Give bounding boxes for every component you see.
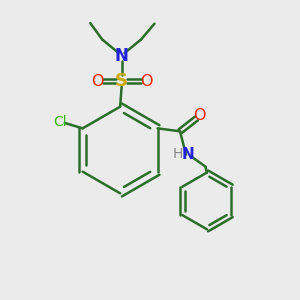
Text: S: S [115, 72, 128, 90]
Text: N: N [115, 47, 129, 65]
Text: H: H [173, 147, 183, 161]
Text: Cl: Cl [53, 116, 67, 129]
Text: O: O [140, 74, 152, 89]
Text: N: N [182, 146, 195, 161]
Text: O: O [91, 74, 103, 89]
Text: O: O [194, 108, 206, 123]
